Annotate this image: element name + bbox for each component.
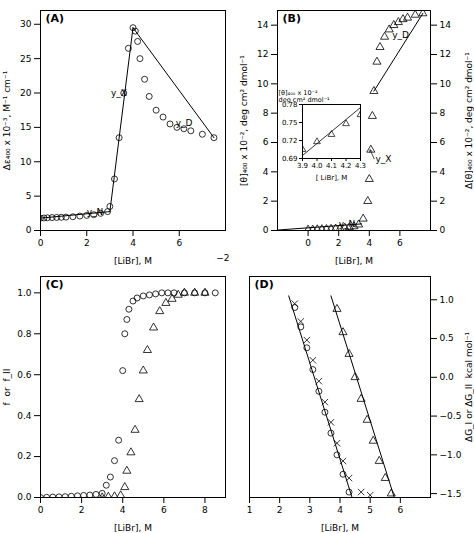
svg-text:f or f_II: f or f_II <box>2 369 12 406</box>
svg-text:−1.5: −1.5 <box>440 489 462 499</box>
svg-text:4.3: 4.3 <box>355 162 366 170</box>
svg-text:0: 0 <box>263 225 269 235</box>
svg-text:(A): (A) <box>46 12 65 25</box>
svg-text:y_N: y_N <box>339 219 356 229</box>
svg-text:1: 1 <box>247 505 253 515</box>
svg-text:0.75: 0.75 <box>282 119 298 127</box>
svg-text:0.72: 0.72 <box>282 137 298 145</box>
svg-text:12: 12 <box>257 49 268 59</box>
svg-text:[LiBr], M: [LiBr], M <box>321 523 359 533</box>
svg-text:8: 8 <box>440 108 446 118</box>
svg-text:0.6: 0.6 <box>17 370 32 380</box>
svg-text:14: 14 <box>440 20 452 30</box>
svg-text:[θ]₄₀₀ x 10⁻², deg cm² dmol⁻¹: [θ]₄₀₀ x 10⁻², deg cm² dmol⁻¹ <box>239 55 249 186</box>
svg-text:y_X: y_X <box>111 88 127 98</box>
svg-text:0.69: 0.69 <box>282 155 298 163</box>
svg-text:0.78: 0.78 <box>281 100 298 109</box>
svg-text:−2: −2 <box>216 253 229 263</box>
svg-text:y_N: y_N <box>87 207 104 217</box>
svg-text:0.0: 0.0 <box>17 492 32 502</box>
svg-text:14: 14 <box>257 20 269 30</box>
svg-text:2: 2 <box>263 196 269 206</box>
svg-text:2: 2 <box>277 505 283 515</box>
svg-text:6: 6 <box>397 238 403 248</box>
svg-text:Δε₄₀₀ x 10⁻³, M⁻¹ cm⁻¹: Δε₄₀₀ x 10⁻³, M⁻¹ cm⁻¹ <box>2 70 12 170</box>
svg-text:y_X: y_X <box>375 154 391 164</box>
svg-text:20: 20 <box>20 88 32 98</box>
svg-text:2: 2 <box>79 505 85 515</box>
svg-text:4.1: 4.1 <box>326 162 337 170</box>
svg-text:4.0: 4.0 <box>311 162 322 170</box>
svg-text:4: 4 <box>263 167 269 177</box>
svg-text:[LiBr], M: [LiBr], M <box>114 523 152 533</box>
svg-text:(B): (B) <box>283 12 301 25</box>
svg-text:4: 4 <box>337 505 343 515</box>
svg-text:−1.0: −1.0 <box>440 450 462 460</box>
svg-text:8: 8 <box>263 108 269 118</box>
svg-text:10: 10 <box>257 79 269 89</box>
svg-text:2: 2 <box>336 238 342 248</box>
svg-text:0: 0 <box>38 238 44 248</box>
svg-text:1.0: 1.0 <box>17 288 32 298</box>
svg-text:5: 5 <box>367 505 373 515</box>
svg-text:[θ]₄₀₀ x 10⁻²deg cm² dmol⁻¹: [θ]₄₀₀ x 10⁻²deg cm² dmol⁻¹ <box>279 89 331 104</box>
svg-text:4: 4 <box>366 238 372 248</box>
svg-text:y_D: y_D <box>392 30 409 40</box>
svg-text:(D): (D) <box>255 278 274 291</box>
svg-text:Δ[θ]₄₀₀ x 10⁻², deg cm² dmol⁻¹: Δ[θ]₄₀₀ x 10⁻², deg cm² dmol⁻¹ <box>464 52 474 189</box>
svg-text:0: 0 <box>305 238 311 248</box>
svg-text:6: 6 <box>397 505 403 515</box>
svg-text:−0.5: −0.5 <box>440 411 462 421</box>
svg-text:15: 15 <box>20 122 31 132</box>
svg-text:12: 12 <box>440 49 451 59</box>
svg-text:1.0: 1.0 <box>440 295 455 305</box>
svg-text:[LiBr], M: [LiBr], M <box>335 256 373 266</box>
svg-text:25: 25 <box>20 54 31 64</box>
svg-text:6: 6 <box>263 137 269 147</box>
svg-text:6: 6 <box>440 137 446 147</box>
svg-text:0.2: 0.2 <box>17 451 31 461</box>
svg-text:3.9: 3.9 <box>297 162 308 170</box>
svg-text:[LiBr], M: [LiBr], M <box>114 256 152 266</box>
svg-text:(C): (C) <box>46 278 64 291</box>
svg-text:6: 6 <box>176 238 182 248</box>
svg-text:0.8: 0.8 <box>17 329 32 339</box>
svg-text:5: 5 <box>26 191 32 201</box>
svg-text:0: 0 <box>440 225 446 235</box>
svg-text:[ LiBr], M: [ LiBr], M <box>316 174 348 182</box>
svg-text:0.5: 0.5 <box>440 333 454 343</box>
svg-text:4: 4 <box>440 167 446 177</box>
svg-text:2: 2 <box>84 238 90 248</box>
svg-text:6: 6 <box>161 505 167 515</box>
svg-text:10: 10 <box>440 79 452 89</box>
svg-text:2: 2 <box>440 196 446 206</box>
svg-text:4.2: 4.2 <box>340 162 351 170</box>
svg-text:4: 4 <box>130 238 136 248</box>
svg-text:0: 0 <box>38 505 44 515</box>
svg-text:30: 30 <box>20 19 32 29</box>
svg-text:ΔG_I or ΔG_II kcal mol⁻¹: ΔG_I or ΔG_II kcal mol⁻¹ <box>464 332 474 442</box>
svg-text:0.4: 0.4 <box>17 411 32 421</box>
svg-text:0.0: 0.0 <box>440 372 455 382</box>
svg-text:10: 10 <box>20 157 32 167</box>
svg-text:8: 8 <box>202 505 208 515</box>
svg-text:3: 3 <box>307 505 313 515</box>
svg-text:0: 0 <box>26 225 32 235</box>
svg-text:y_D: y_D <box>176 118 193 128</box>
svg-text:4: 4 <box>120 505 126 515</box>
